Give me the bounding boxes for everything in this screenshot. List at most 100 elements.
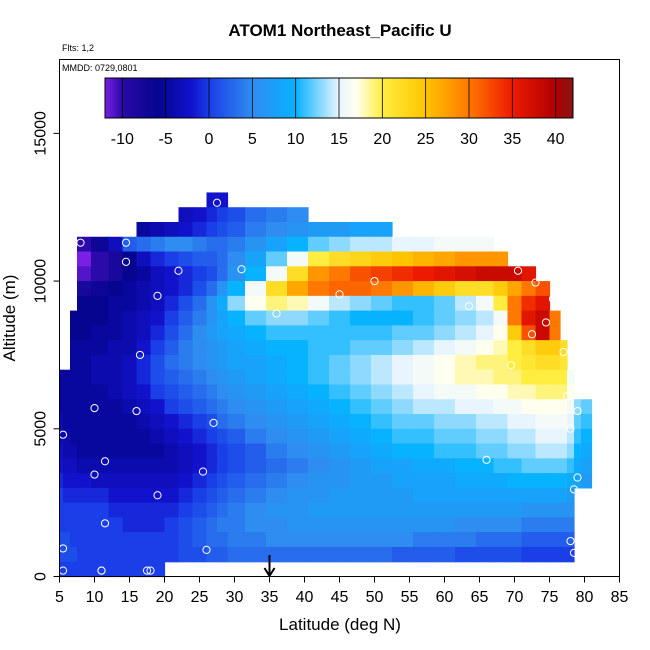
heatmap-cell [77,546,92,563]
observation-point [100,519,110,528]
heatmap-cell [329,221,351,238]
heatmap-cell [122,428,138,445]
observation-point [237,265,246,274]
heatmap-cell [227,428,246,445]
heatmap-cell [535,414,551,430]
heatmap-cell [350,532,372,548]
heatmap-cell [227,517,246,533]
heatmap-cell [493,281,509,297]
heatmap-cell [413,354,435,371]
heatmap-cell [413,487,435,504]
heatmap-cell [434,517,456,533]
heatmap-cell [59,443,64,459]
heatmap-cell [392,281,414,297]
heatmap-cell [413,399,435,415]
heatmap-cell [493,354,509,371]
heatmap-cell [164,295,180,312]
heatmap-cell [413,458,435,474]
heatmap-cell [535,325,551,341]
heatmap-cell [91,487,110,504]
heatmap-cell [507,487,523,504]
heatmap-cell [455,517,477,533]
heatmap-cell [567,458,575,474]
heatmap-cell [329,546,351,563]
heatmap-cell [91,281,110,297]
heatmap-cell [108,546,124,563]
heatmap-cell [371,502,393,519]
heatmap-cell [59,546,64,563]
heatmap-cell [371,369,393,386]
x-tick-label: 30 [226,589,244,606]
heatmap-cell [476,295,495,312]
heatmap-cell [206,207,218,223]
observation-point [212,198,222,207]
y-tick-label: 15000 [33,111,50,156]
heatmap-cell [434,414,456,430]
heatmap-cell [308,399,330,415]
heatmap-cell [59,369,64,386]
heatmap-cell [476,502,495,519]
heatmap-cell [535,428,551,445]
heatmap-cell [206,546,218,563]
heatmap-cell [308,266,330,282]
heatmap-cell [567,517,575,533]
heatmap-cell [413,295,435,312]
heatmap-cell [108,561,124,578]
heatmap-cell [560,428,568,445]
heatmap-cell [59,561,64,578]
heatmap-cell [567,473,575,489]
heatmap-cell [476,369,495,386]
heatmap-cell [350,428,372,445]
heatmap-cell [455,458,477,474]
heatmap-cell [77,428,92,445]
heatmap-cell [122,295,138,312]
heatmap-cell [217,325,229,341]
observation-point [527,330,537,339]
heatmap-cell [122,236,138,253]
heatmap-cell [287,266,309,282]
observation-point [153,491,162,500]
heatmap-cell [245,281,267,297]
heatmap-cell [413,517,435,533]
heatmap-cell [108,502,124,519]
heatmap-cell [560,443,568,459]
y-tick-label: 5000 [33,411,50,447]
observation-point [272,309,281,318]
heatmap-cell [287,251,309,267]
heatmap-cell [108,325,124,341]
observation-point [90,470,99,479]
heatmap-cell [581,458,593,474]
heatmap-cell [493,517,509,533]
heatmap-cell [350,399,372,415]
heatmap-cell [122,310,138,326]
heatmap-cell [371,546,393,563]
heatmap-cell [108,458,124,474]
heatmap-cell [287,281,309,297]
heatmap-cell [136,266,152,282]
heatmap-cell [329,517,351,533]
heatmap-cell [371,414,393,430]
heatmap-cell [266,428,288,445]
heatmap-cell [227,369,246,386]
heatmap-cell [164,458,180,474]
heatmap-cell [150,517,166,533]
heatmap-cell [150,458,166,474]
heatmap-cell [217,369,229,386]
heatmap-cell [455,325,477,341]
heatmap-cell [350,325,372,341]
heatmap-cell [549,458,561,474]
heatmap-cell [245,325,267,341]
heatmap-cell [217,295,229,312]
heatmap-cell [108,399,124,415]
heatmap-cell [371,266,393,282]
heatmap-cell [560,546,568,563]
heatmap-cell [507,340,523,356]
heatmap-cell [308,340,330,356]
heatmap-cell [77,473,92,489]
heatmap-cell [122,532,138,548]
heatmap-cell [150,502,166,519]
heatmap-cell [217,340,229,356]
heatmap-cell [192,325,208,341]
heatmap-cell [535,340,551,356]
heatmap-cell [567,428,575,445]
